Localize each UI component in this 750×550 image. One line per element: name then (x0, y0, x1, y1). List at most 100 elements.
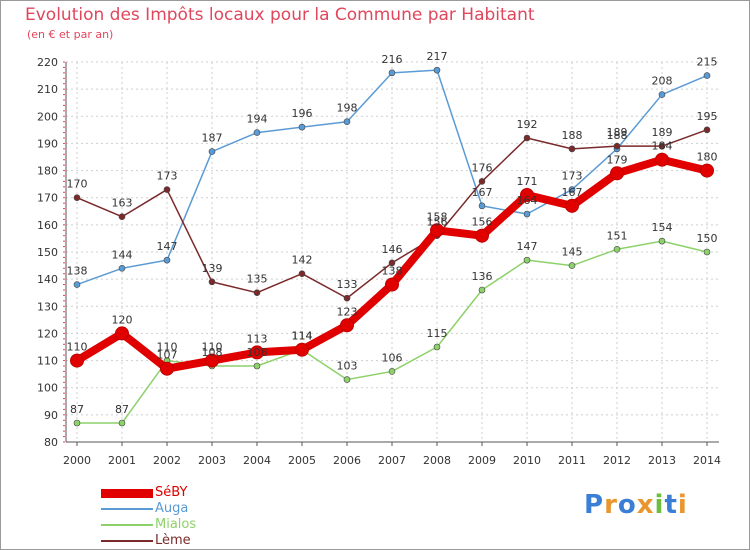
logo-letter: t (664, 490, 678, 520)
data-label-leme: 170 (67, 178, 88, 191)
data-point-leme (658, 142, 666, 150)
data-label-auga: 147 (157, 240, 178, 253)
legend-label-seby: SéBY (155, 485, 188, 500)
data-label-mialos: 151 (607, 229, 628, 242)
legend-swatch-leme (101, 540, 153, 542)
data-point-seby (295, 342, 309, 357)
x-tick-label: 2011 (558, 454, 586, 467)
data-point-leme (118, 213, 126, 221)
data-point-leme (703, 126, 711, 134)
data-point-auga (478, 202, 486, 210)
data-point-mialos (613, 245, 621, 253)
x-tick-label: 2000 (63, 454, 91, 467)
data-label-mialos: 110 (157, 341, 178, 354)
data-point-mialos (478, 286, 486, 294)
proxiti-logo: Proxiti (584, 490, 688, 520)
y-tick-label: 190 (37, 137, 58, 150)
data-label-seby: 114 (292, 330, 313, 343)
data-point-mialos (568, 262, 576, 269)
y-tick-label: 180 (37, 165, 58, 178)
data-label-leme: 135 (247, 273, 268, 286)
data-label-auga: 216 (382, 53, 403, 66)
data-point-seby (70, 353, 84, 368)
data-label-seby: 110 (67, 341, 88, 354)
data-label-seby: 113 (247, 332, 268, 345)
data-label-seby: 107 (157, 349, 178, 362)
data-label-leme: 139 (202, 262, 223, 275)
y-tick-label: 160 (37, 219, 58, 232)
logo-letter: P (584, 490, 605, 520)
chart-subtitle: (en € et par an) (27, 28, 114, 41)
data-label-leme: 189 (652, 126, 673, 139)
data-label-mialos: 106 (382, 351, 403, 364)
data-point-leme (523, 134, 531, 142)
data-point-seby (475, 228, 489, 243)
data-label-mialos: 87 (115, 403, 129, 416)
data-label-seby: 156 (472, 216, 493, 229)
legend-item-leme: Lème (101, 533, 301, 549)
data-point-leme (298, 270, 306, 278)
data-label-seby: 158 (427, 210, 448, 223)
data-label-leme: 133 (337, 278, 358, 291)
data-point-mialos (703, 248, 711, 256)
data-label-mialos: 103 (337, 360, 358, 373)
y-tick-label: 80 (44, 436, 58, 449)
logo-letter: r (604, 490, 618, 520)
data-label-auga: 215 (697, 56, 718, 69)
x-tick-label: 2006 (333, 454, 361, 467)
data-label-seby: 123 (337, 305, 358, 318)
data-label-auga: 208 (652, 75, 673, 88)
legend-swatch-mialos (101, 524, 153, 526)
x-tick-label: 2009 (468, 454, 496, 467)
logo-letter: i (654, 490, 665, 520)
x-tick-label: 2007 (378, 454, 406, 467)
x-tick-label: 2010 (513, 454, 541, 467)
data-point-auga (658, 91, 666, 98)
data-point-mialos (343, 376, 351, 383)
data-point-auga (523, 210, 531, 218)
logo-letter: x (636, 490, 655, 520)
x-tick-label: 2002 (153, 454, 181, 467)
logo-letter: o (617, 490, 637, 520)
x-tick-label: 2014 (693, 454, 721, 467)
data-label-mialos: 147 (517, 240, 538, 253)
data-label-leme: 176 (472, 161, 493, 174)
legend: SéBY Auga Mialos Lème (101, 485, 301, 549)
legend-label-leme: Lème (155, 533, 191, 548)
y-tick-label: 150 (37, 246, 58, 259)
data-point-seby (610, 166, 624, 181)
data-point-mialos (523, 256, 531, 264)
data-point-seby (115, 326, 129, 341)
data-point-mialos (388, 368, 396, 375)
data-label-auga: 167 (472, 186, 493, 199)
data-point-leme (388, 259, 396, 267)
x-tick-label: 2013 (648, 454, 676, 467)
data-label-auga: 194 (247, 113, 268, 126)
data-label-seby: 120 (112, 313, 133, 326)
data-point-seby (565, 198, 579, 213)
data-point-auga (343, 118, 351, 126)
data-label-mialos: 114 (292, 330, 313, 343)
data-label-mialos: 108 (247, 346, 268, 359)
data-label-leme: 189 (607, 126, 628, 139)
data-point-auga (73, 281, 81, 288)
legend-swatch-seby (101, 489, 153, 498)
data-label-auga: 188 (607, 129, 628, 142)
y-tick-label: 140 (37, 273, 58, 286)
data-label-mialos: 115 (427, 327, 448, 340)
data-label-mialos: 87 (70, 403, 84, 416)
data-label-auga: 187 (202, 132, 223, 145)
data-point-mialos (433, 343, 441, 351)
data-label-auga: 173 (562, 170, 583, 183)
data-label-seby: 110 (202, 341, 223, 354)
data-label-seby: 184 (652, 140, 673, 153)
data-point-auga (703, 72, 711, 79)
data-label-leme: 188 (562, 129, 583, 142)
data-label-auga: 164 (517, 194, 538, 207)
data-point-seby (250, 345, 264, 360)
data-point-leme (568, 145, 576, 153)
data-label-seby: 138 (382, 265, 403, 278)
data-label-mialos: 154 (652, 221, 673, 234)
data-point-auga (118, 264, 126, 272)
